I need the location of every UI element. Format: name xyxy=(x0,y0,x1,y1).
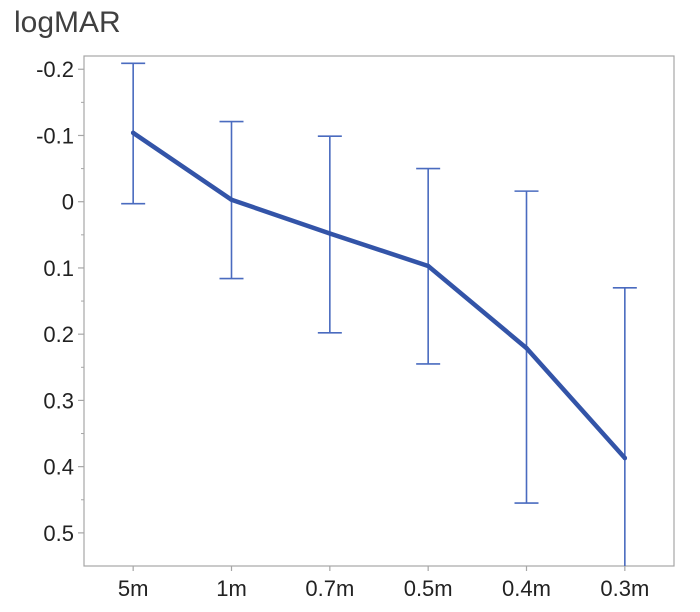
y-tick-label: 0.2 xyxy=(43,322,74,347)
data-point xyxy=(425,263,431,269)
data-point xyxy=(229,197,234,202)
y-tick-label: 0.4 xyxy=(43,455,74,480)
x-tick-label: 5m xyxy=(118,576,149,601)
x-tick-label: 0.4m xyxy=(502,576,551,601)
y-tick-label: 0.5 xyxy=(43,521,74,546)
y-tick-label: 0.1 xyxy=(43,256,74,281)
y-axis-label: logMAR xyxy=(14,6,121,39)
y-tick-label: 0.3 xyxy=(43,388,74,413)
y-tick-label: -0.1 xyxy=(36,123,74,148)
data-point xyxy=(327,231,333,236)
plot-frame xyxy=(83,55,675,567)
y-tick-label: -0.2 xyxy=(36,57,74,82)
data-point xyxy=(130,130,136,136)
data-point xyxy=(524,345,529,351)
x-tick-label: 0.7m xyxy=(305,576,354,601)
x-tick-label: 0.3m xyxy=(600,576,649,601)
x-tick-label: 0.5m xyxy=(404,576,453,601)
y-tick-label: 0 xyxy=(62,190,74,215)
x-tick-label: 1m xyxy=(216,576,247,601)
data-point xyxy=(622,455,628,461)
series-line xyxy=(130,130,628,461)
